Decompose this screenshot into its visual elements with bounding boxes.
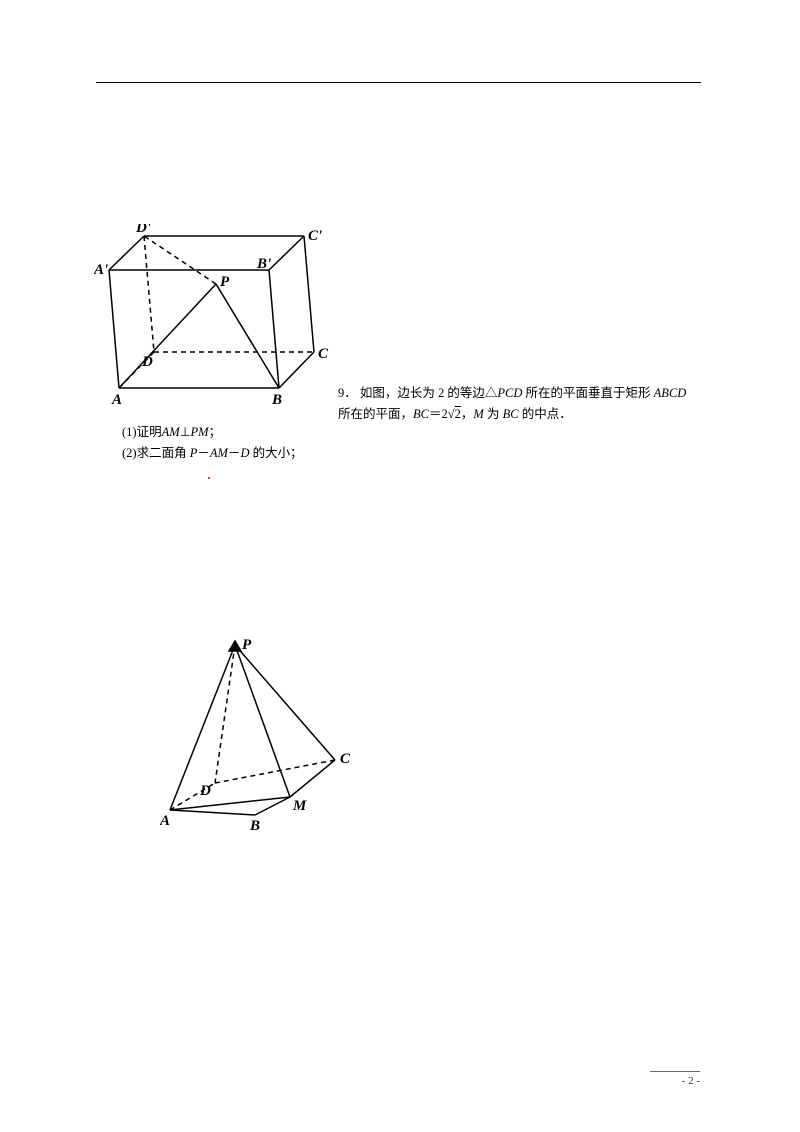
label-C: C xyxy=(318,346,329,362)
label-Ap: A' xyxy=(94,262,108,278)
label-D: D xyxy=(141,354,153,370)
pyramid-figure: P A B M C D xyxy=(160,635,370,835)
label-P2: P xyxy=(242,637,252,653)
header-rule xyxy=(96,82,701,83)
cube-figure: D' C' A' B' P D C A B xyxy=(94,224,339,414)
label-Bp: B' xyxy=(256,256,271,272)
label-A2: A xyxy=(160,813,170,829)
page-number: - 2 - xyxy=(682,1075,700,1087)
stray-dot xyxy=(208,477,210,479)
label-Cp: C' xyxy=(308,228,322,244)
label-P: P xyxy=(220,274,230,290)
label-C2: C xyxy=(340,751,351,767)
footer-rule xyxy=(650,1071,700,1072)
problem-9-text: 9． 如图，边长为 2 的等边△PCD 所在的平面垂直于矩形 ABCD 所在的平… xyxy=(338,383,698,426)
label-B2: B xyxy=(249,818,260,834)
label-B: B xyxy=(271,392,282,408)
label-Dp: D' xyxy=(135,224,151,236)
label-A: A xyxy=(111,392,122,408)
sub-questions: (1)证明AM⊥PM； (2)求二面角 P－AM－D 的大小； xyxy=(122,422,303,465)
label-M2: M xyxy=(292,798,307,814)
label-D2: D xyxy=(199,783,211,799)
problem-number: 9． xyxy=(338,386,357,400)
